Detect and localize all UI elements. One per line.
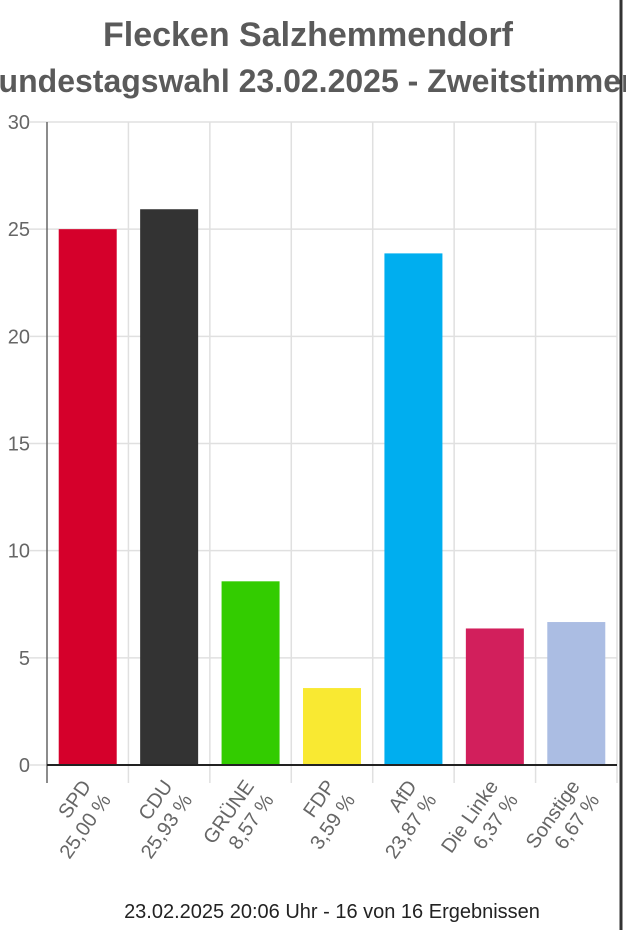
bar <box>384 253 443 765</box>
bar <box>465 628 524 765</box>
footer: 23.02.2025 20:06 Uhr - 16 von 16 Ergebni… <box>124 901 540 923</box>
y-tick-label: 0 <box>19 755 30 777</box>
bar <box>303 688 361 765</box>
chart-subtitle: Bundestagswahl 23.02.2025 - Zweitstimmen <box>0 63 626 99</box>
y-tick-label: 10 <box>8 541 30 563</box>
y-tick-label: 25 <box>8 219 30 241</box>
bar <box>547 622 606 765</box>
chart-title: Flecken Salzhemmendorf <box>103 16 514 54</box>
y-tick-label: 15 <box>8 434 30 456</box>
bar <box>58 229 117 765</box>
bar <box>221 581 280 765</box>
y-tick-label: 30 <box>8 112 30 134</box>
y-tick-label: 5 <box>19 648 30 670</box>
bar <box>140 209 199 766</box>
y-tick-label: 20 <box>8 326 30 348</box>
